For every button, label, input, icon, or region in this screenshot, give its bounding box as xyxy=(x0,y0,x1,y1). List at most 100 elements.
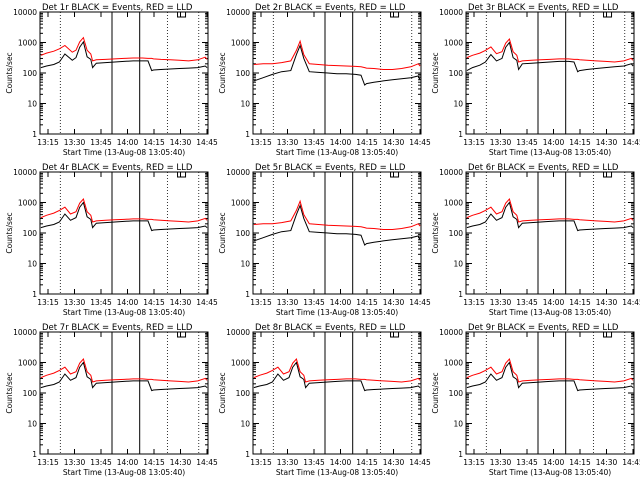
y-axis-label: Counts/sec xyxy=(5,372,14,413)
top-bracket-mark xyxy=(603,12,613,18)
panel-1: Det 1r BLACK = Events, RED = LLD 1 10 100 10… xyxy=(5,3,218,157)
x-tick-label: 13:30 xyxy=(64,138,86,147)
x-axis-label: Start Time (13-Aug-08 13:05:40) xyxy=(489,308,611,317)
series-line-events xyxy=(466,41,634,73)
y-tick-label: 100 xyxy=(449,389,464,398)
plot-frame xyxy=(39,11,209,135)
plot-frame xyxy=(252,331,422,455)
y-tick-label: 1 xyxy=(458,290,463,299)
panel-6: Det 6r BLACK = Events, RED = LLD 1 10 100 10… xyxy=(431,163,640,317)
top-bracket-mark xyxy=(390,12,400,18)
x-axis-label: Start Time (13-Aug-08 13:05:40) xyxy=(63,468,185,477)
x-tick-label: 14:00 xyxy=(543,458,565,467)
panel-title: Det 4r BLACK = Events, RED = LLD xyxy=(42,163,193,173)
x-tick-label: 14:30 xyxy=(170,298,192,307)
series-line-lld xyxy=(466,197,634,223)
x-axis-label: Start Time (13-Aug-08 13:05:40) xyxy=(489,468,611,477)
x-tick-label: 13:15 xyxy=(37,298,59,307)
x-axis-label: Start Time (13-Aug-08 13:05:40) xyxy=(276,148,398,157)
y-axis-label: Counts/sec xyxy=(431,372,440,413)
x-tick-label: 14:30 xyxy=(596,458,618,467)
x-axis-label: Start Time (13-Aug-08 13:05:40) xyxy=(276,308,398,317)
x-tick-label: 13:45 xyxy=(516,458,538,467)
x-tick-label: 14:45 xyxy=(196,298,218,307)
x-tick-label: 14:00 xyxy=(117,458,139,467)
y-tick-label: 1000 xyxy=(18,199,37,208)
x-tick-label: 14:00 xyxy=(117,138,139,147)
y-tick-label: 100 xyxy=(23,229,38,238)
x-tick-label: 14:45 xyxy=(622,458,640,467)
x-tick-label: 14:00 xyxy=(330,458,352,467)
y-tick-label: 100 xyxy=(236,69,251,78)
plot-frame xyxy=(465,171,635,295)
panel-title: Det 1r BLACK = Events, RED = LLD xyxy=(42,3,193,13)
x-tick-label: 13:30 xyxy=(64,458,86,467)
y-axis-label: Counts/sec xyxy=(431,52,440,93)
top-bracket-mark xyxy=(177,12,187,18)
y-tick-label: 10000 xyxy=(226,8,250,17)
x-tick-label: 14:15 xyxy=(569,138,591,147)
y-tick-label: 100 xyxy=(449,229,464,238)
series-line-lld xyxy=(40,357,208,383)
panel-title: Det 6r BLACK = Events, RED = LLD xyxy=(468,163,619,173)
x-tick-label: 14:15 xyxy=(143,458,165,467)
panel-3: Det 3r BLACK = Events, RED = LLD 1 10 100 10… xyxy=(431,3,640,157)
series-line-events xyxy=(253,361,421,392)
x-tick-label: 13:15 xyxy=(250,458,272,467)
x-tick-label: 13:15 xyxy=(250,138,272,147)
series-line-lld xyxy=(466,357,634,383)
panel-2: Det 2r BLACK = Events, RED = LLD 1 10 100 10… xyxy=(218,3,431,157)
y-axis-label: Counts/sec xyxy=(218,52,227,93)
x-tick-label: 14:00 xyxy=(330,138,352,147)
x-tick-label: 14:45 xyxy=(196,138,218,147)
x-axis-label: Start Time (13-Aug-08 13:05:40) xyxy=(489,148,611,157)
x-tick-label: 13:45 xyxy=(516,138,538,147)
y-tick-label: 10 xyxy=(240,420,250,429)
x-tick-label: 14:45 xyxy=(622,138,640,147)
plot-frame xyxy=(39,171,209,295)
panel-8: Det 8r BLACK = Events, RED = LLD 1 10 100 10… xyxy=(218,323,431,477)
y-tick-label: 10000 xyxy=(13,328,37,337)
y-tick-label: 1 xyxy=(245,450,250,459)
x-tick-label: 14:00 xyxy=(543,298,565,307)
y-tick-label: 1000 xyxy=(231,199,250,208)
x-tick-label: 13:15 xyxy=(250,298,272,307)
x-tick-label: 14:45 xyxy=(409,298,431,307)
x-tick-label: 13:45 xyxy=(90,458,112,467)
series-line-events xyxy=(40,361,208,392)
series-line-events xyxy=(253,203,421,246)
x-tick-label: 13:15 xyxy=(37,458,59,467)
x-tick-label: 13:15 xyxy=(463,298,485,307)
x-tick-label: 14:15 xyxy=(569,298,591,307)
x-axis-label: Start Time (13-Aug-08 13:05:40) xyxy=(63,148,185,157)
x-tick-label: 14:45 xyxy=(409,458,431,467)
y-tick-label: 10 xyxy=(453,100,463,109)
y-tick-label: 10000 xyxy=(439,168,463,177)
x-tick-label: 13:45 xyxy=(516,298,538,307)
panel-7: Det 7r BLACK = Events, RED = LLD 1 10 100 10… xyxy=(5,323,218,477)
top-bracket-mark xyxy=(390,332,400,338)
top-bracket-mark xyxy=(603,172,613,178)
y-tick-label: 1 xyxy=(32,290,37,299)
panel-4: Det 4r BLACK = Events, RED = LLD 1 10 100 10… xyxy=(5,163,218,317)
y-tick-label: 1 xyxy=(458,130,463,139)
series-line-lld xyxy=(253,357,421,383)
panel-title: Det 5r BLACK = Events, RED = LLD xyxy=(255,163,406,173)
x-tick-label: 14:00 xyxy=(117,298,139,307)
y-tick-label: 10000 xyxy=(13,168,37,177)
x-tick-label: 13:30 xyxy=(277,298,299,307)
x-tick-label: 14:15 xyxy=(143,298,165,307)
top-bracket-mark xyxy=(390,172,400,178)
x-tick-label: 13:45 xyxy=(303,298,325,307)
x-tick-label: 14:45 xyxy=(196,458,218,467)
y-tick-label: 1 xyxy=(32,130,37,139)
plot-frame xyxy=(465,331,635,455)
x-tick-label: 14:30 xyxy=(383,298,405,307)
x-tick-label: 14:30 xyxy=(170,458,192,467)
y-tick-label: 100 xyxy=(23,389,38,398)
x-tick-label: 13:30 xyxy=(490,298,512,307)
y-tick-label: 1000 xyxy=(18,39,37,48)
x-tick-label: 14:30 xyxy=(170,138,192,147)
